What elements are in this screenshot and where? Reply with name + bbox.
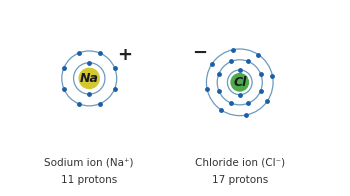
Text: 17 protons: 17 protons [212, 175, 268, 185]
Circle shape [78, 68, 100, 89]
Text: Cl: Cl [233, 76, 246, 89]
Text: Na: Na [80, 72, 99, 85]
Text: Chloride ion (Cl⁻): Chloride ion (Cl⁻) [195, 158, 285, 168]
Text: −: − [192, 44, 207, 62]
Text: 11 protons: 11 protons [61, 175, 117, 185]
Text: +: + [117, 46, 132, 64]
Circle shape [230, 73, 249, 92]
Text: Sodium ion (Na⁺): Sodium ion (Na⁺) [44, 158, 134, 168]
